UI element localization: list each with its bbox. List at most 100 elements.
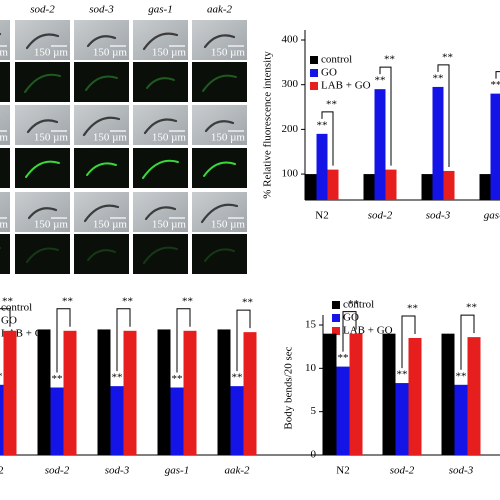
significance-bracket: [460, 314, 475, 370]
worm: [203, 161, 236, 177]
column-label: gas-1: [148, 4, 172, 16]
legend-label: GO: [343, 312, 359, 324]
scale-label: 150 µm: [211, 47, 246, 59]
worm: [24, 73, 61, 93]
worm: [25, 33, 60, 50]
brightfield-image: [74, 192, 129, 232]
legend-label: GO: [1, 315, 17, 327]
significance-label: **: [52, 373, 63, 385]
scale-label: 150 µm: [152, 219, 187, 231]
brightfield-image: [0, 20, 10, 60]
significance-label: **: [348, 298, 359, 310]
significance-bracket: [342, 311, 357, 352]
significance-bracket: [116, 308, 131, 372]
scale-label: 150 µm: [0, 219, 8, 231]
bar: [170, 387, 184, 455]
worm: [82, 116, 121, 137]
fluorescence-image: [133, 148, 188, 188]
legend-label: control: [1, 302, 32, 314]
worm: [26, 247, 59, 263]
scale-label: 150 µm: [93, 219, 128, 231]
bar: [467, 337, 481, 455]
x-tick-label: sod-2: [368, 210, 393, 222]
significance-label: **: [317, 119, 328, 131]
significance-label: **: [442, 51, 453, 63]
fluorescence-image: [74, 148, 129, 188]
bar: [323, 333, 337, 455]
significance-label: **: [433, 72, 444, 84]
significance-bracket: [437, 64, 450, 167]
significance-label: **: [375, 75, 386, 87]
significance-label: **: [491, 79, 500, 91]
significance-bracket: [401, 315, 416, 369]
bar: [374, 89, 386, 200]
y-tick-label: 400: [282, 34, 299, 46]
x-tick-label: sod-3: [426, 210, 451, 222]
legend-swatch: [332, 301, 340, 309]
brightfield-image: [133, 192, 188, 232]
column-label: sod-3: [89, 4, 114, 16]
significance-label: **: [112, 372, 123, 384]
bar: [217, 329, 231, 455]
legend-swatch: [310, 69, 318, 77]
fluorescence-image: [133, 62, 188, 102]
worm: [87, 249, 116, 261]
bar: [382, 333, 396, 455]
legend-swatch: [332, 314, 340, 322]
legend-label: LAB + GO: [343, 325, 393, 337]
bar: [316, 133, 328, 200]
x-tick-label: gas-1: [165, 465, 189, 477]
x-tick-label: gas-1: [484, 210, 500, 222]
y-tick-label: 200: [282, 123, 299, 135]
worm: [203, 34, 236, 49]
brightfield-image: [0, 192, 10, 232]
scale-label: 150 µm: [152, 47, 187, 59]
legend-label: GO: [321, 67, 337, 79]
significance-bracket: [236, 309, 251, 372]
bar: [50, 387, 64, 455]
fluorescence-image: [192, 234, 247, 274]
y-tick-label: 300: [282, 78, 299, 90]
significance-label: **: [242, 297, 253, 309]
worm: [143, 118, 178, 135]
bar: [3, 330, 17, 455]
bar: [336, 366, 350, 455]
significance-label: **: [62, 295, 73, 307]
brightfield-image: [0, 105, 10, 145]
significance-bracket: [321, 111, 334, 166]
column-label: sod-2: [30, 4, 55, 16]
y-tick-label: 5: [311, 405, 317, 417]
brightfield-image: [192, 105, 247, 145]
bar: [63, 330, 77, 455]
scale-label: 150 µm: [0, 47, 8, 59]
bar: [432, 86, 444, 200]
significance-bracket: [379, 66, 392, 166]
bar: [157, 329, 171, 455]
bar: [0, 384, 4, 455]
bar: [385, 169, 397, 200]
significance-label: **: [384, 54, 395, 66]
worm: [144, 206, 177, 221]
significance-bracket: [0, 308, 11, 327]
bar: [363, 174, 375, 200]
y-axis-label: % Relative fluorescence intensity: [262, 51, 274, 199]
fluorescence-image: [74, 62, 129, 102]
bar: [349, 333, 363, 455]
scale-label: 150 µm: [34, 47, 69, 59]
bar: [441, 333, 455, 455]
y-tick-label: 100: [282, 168, 299, 180]
column-label: aak-2: [207, 4, 233, 16]
bar: [490, 93, 500, 200]
fluorescence-image: [0, 62, 10, 102]
bar: [230, 386, 244, 455]
y-tick-label: 0: [311, 449, 317, 461]
x-tick-label: sod-3: [105, 465, 130, 477]
fluorescence-image: [15, 148, 70, 188]
fluorescence-image: [0, 234, 10, 274]
bar: [479, 174, 491, 200]
bar: [454, 384, 468, 455]
fluorescence-image: [15, 62, 70, 102]
bar: [183, 330, 197, 455]
worm: [83, 204, 120, 223]
